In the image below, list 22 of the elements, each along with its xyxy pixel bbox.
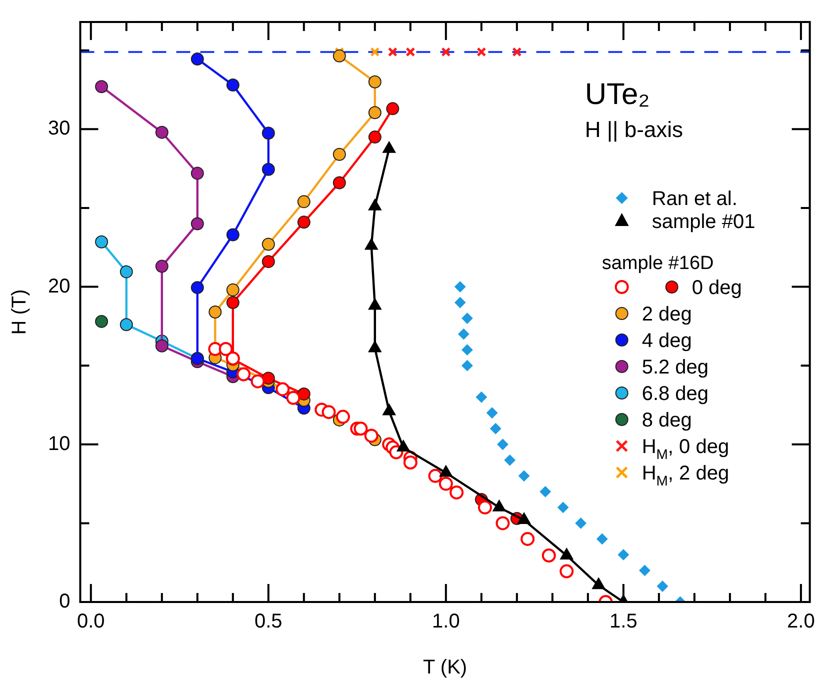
legend-label: Ran et al. (652, 188, 738, 210)
y-tick-label: 20 (48, 275, 70, 298)
legend-label: 0 deg (692, 277, 742, 299)
x-tick-label: 1.0 (432, 610, 460, 633)
x-tick-label: 1.5 (610, 610, 638, 633)
y-tick-label: 30 (48, 118, 70, 140)
x-tick-label: 0.0 (76, 610, 105, 633)
legend-label: sample #01 (652, 211, 756, 233)
text: UTe₂ (584, 78, 650, 111)
x-tick-label: 0.5 (254, 610, 282, 633)
legend-label: 5.2 deg (642, 356, 709, 378)
text: H || b-axis (584, 117, 684, 142)
y-axis-title: H (T) (8, 289, 31, 335)
legend-label: 8 deg (642, 410, 692, 432)
x-axis-title: T (K) (422, 656, 468, 679)
legend-label: 4 deg (642, 330, 692, 352)
legend-title: sample #16D (602, 253, 714, 274)
y-tick-label: 10 (48, 432, 70, 455)
legend-label: 2 deg (642, 304, 692, 326)
y-tick-label: 0 (59, 590, 70, 613)
x-tick-label: 2.0 (787, 610, 815, 633)
legend-label: 6.8 deg (642, 383, 709, 405)
